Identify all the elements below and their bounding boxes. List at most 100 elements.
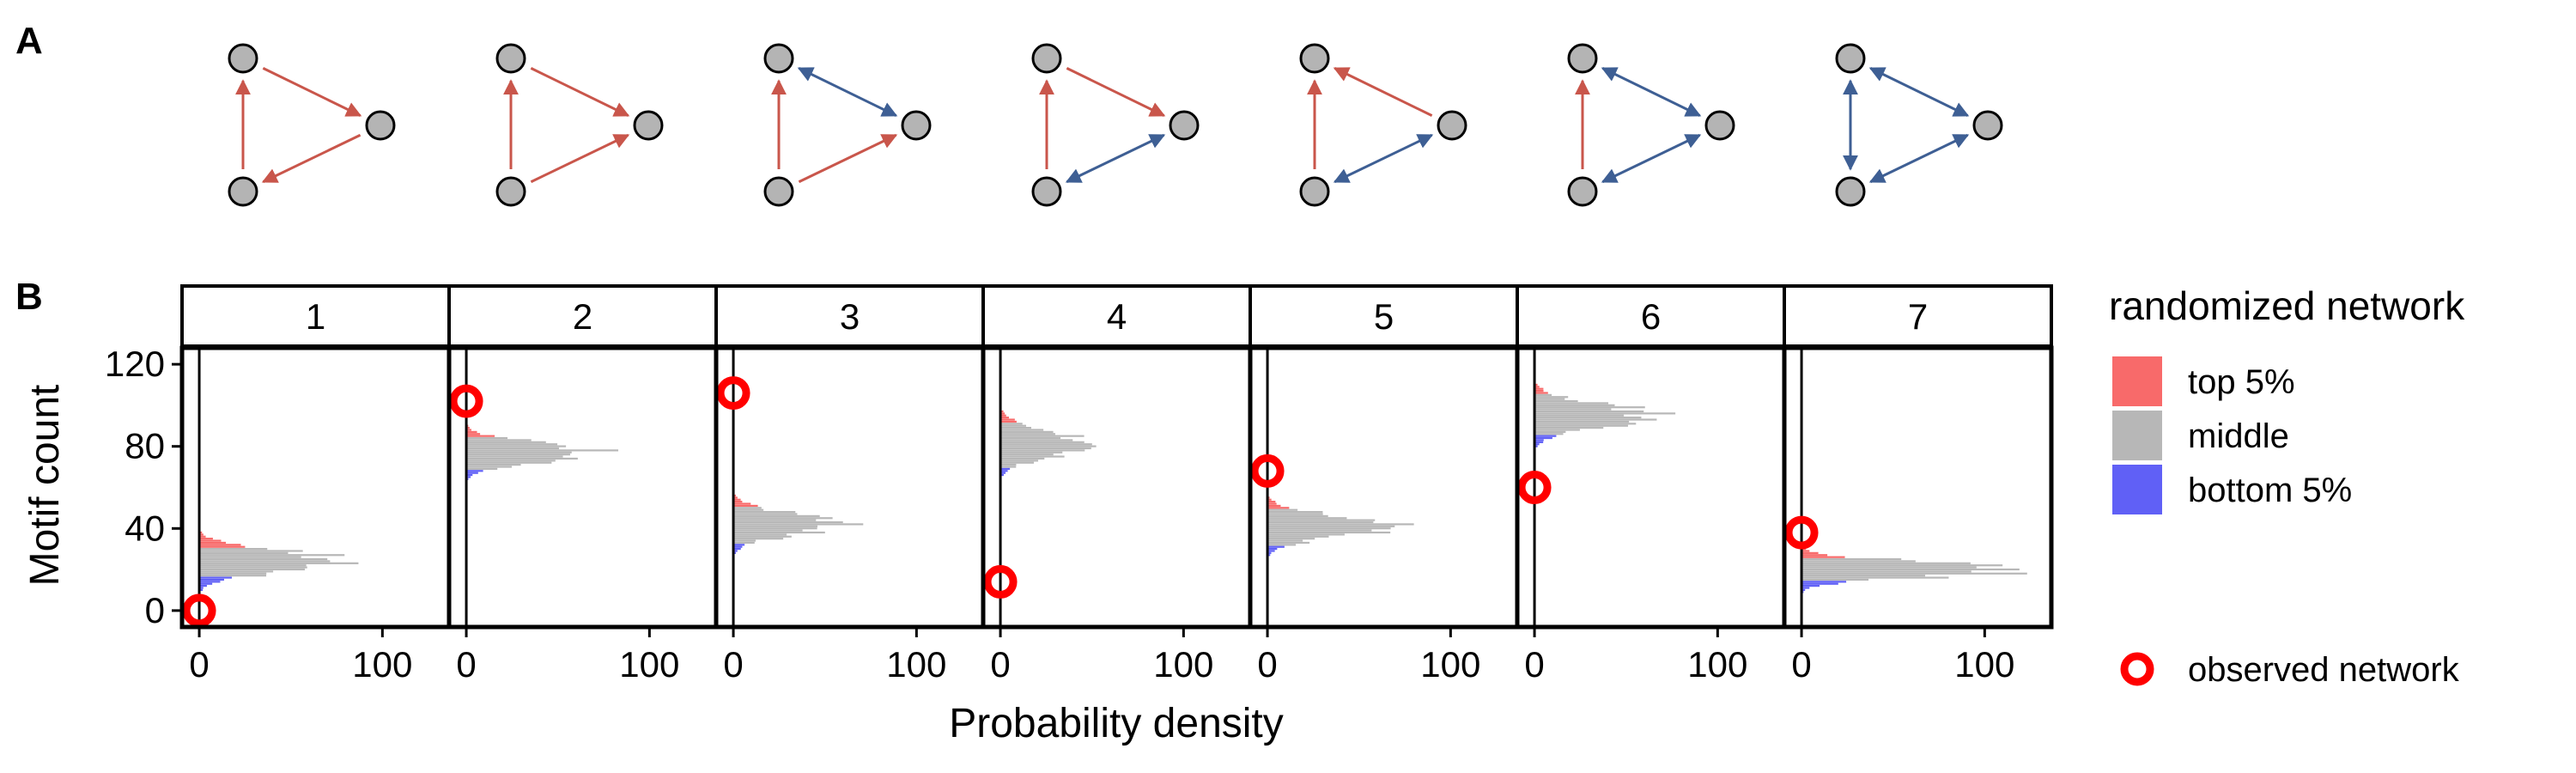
facet-5: 5 0 100 [1248,284,1520,685]
histogram-bar [199,587,204,589]
histogram-bar [1801,572,2027,575]
histogram-bar [1801,554,1828,557]
histogram-bar [466,436,508,440]
node [228,176,258,207]
histogram-bar [199,582,213,585]
histogram-bar [199,560,331,563]
histogram-bar [1267,507,1290,509]
histogram-bar [1534,399,1578,403]
histogram-bar [1267,527,1391,530]
histogram-bar [1534,433,1564,435]
motif-3 [763,43,932,207]
histogram-bar [733,550,738,552]
histogram-bar [1801,575,1926,577]
histogram-bar [1000,435,1084,437]
histogram-bar [1534,396,1569,399]
directed-edge [530,133,630,184]
histogram-bar [1267,539,1303,542]
node [1567,43,1598,74]
node [495,43,526,74]
histogram-bar [466,464,521,466]
motif-7 [1835,43,2003,207]
histogram-bar [1534,439,1544,441]
histogram-bar [199,535,206,538]
histogram-bar [466,461,552,464]
x-tick-label: 0 [189,644,209,685]
facet-frame [714,345,986,630]
histogram-bar [733,508,764,511]
histogram-bar [1267,498,1272,501]
x-tick-label: 0 [990,644,1010,685]
bidirectional-edge [1601,67,1702,117]
directed-edge [1066,67,1166,117]
facet-frame [981,345,1253,630]
histogram-bar [1801,557,1902,561]
histogram-bar [1801,566,1977,569]
histogram-bar [1000,430,1054,433]
facet-frame [1248,345,1520,630]
histogram-bar [1267,510,1323,514]
histogram-bar [199,578,224,581]
observed-marker [182,593,216,628]
histogram-bar [1000,412,1005,415]
histogram-bar [199,572,267,575]
histogram-bar [733,541,755,545]
observed-marker [1784,515,1819,550]
legend: randomized network top 5% middle bottom … [2109,283,2465,689]
histogram-bar [1000,423,1023,425]
histogram-bar [733,514,820,517]
histogram-bar [1534,410,1644,413]
histogram-bar [466,441,546,443]
x-tick-label: 0 [1257,644,1277,685]
histogram-bar [1000,473,1004,477]
histogram-bar [733,504,758,508]
legend-title: randomized network [2109,283,2465,328]
histogram-bar [466,453,570,456]
histogram-bar [733,538,784,540]
histogram-bar [1000,451,1063,453]
legend-swatch-middle [2112,411,2162,460]
histogram-bar [1000,453,1054,456]
histogram-bar [199,551,289,554]
histogram-bar [1801,582,1838,585]
y-tick-label: 120 [105,344,165,384]
node [1031,176,1062,207]
y-tick-label: 80 [125,426,165,466]
motif-4 [1031,43,1200,207]
panel-label-a: A [15,20,43,62]
y-tick-label: 0 [145,590,165,630]
histogram-bar [1000,461,1035,464]
histogram-bar [1000,455,1065,458]
facet-frame [179,345,452,630]
histogram-bar [199,547,268,551]
panel-label-b: B [15,276,43,318]
histogram-bar [1801,562,1971,564]
histogram-bar [733,539,756,542]
histogram-bar [1000,414,1006,417]
histogram-bar [1534,417,1642,419]
node [763,176,794,207]
histogram-bar [1000,447,1091,450]
motif-5 [1299,43,1467,207]
legend-label-observed: observed network [2188,651,2460,689]
facet-2: 2 0 100 [447,284,719,685]
histogram-bar [1534,424,1628,427]
histogram-bar [466,470,483,472]
node [1567,176,1598,207]
histogram-bar [1000,460,1039,462]
x-tick-label: 0 [1524,644,1544,685]
x-tick-label: 100 [619,644,679,685]
x-tick-label: 100 [886,644,946,685]
histogram-bar [1534,383,1538,386]
histogram-bar [1000,467,1011,470]
facet-6: 6 0 100 [1515,284,1787,685]
histogram-bar [1801,578,1869,581]
histogram-bar [1801,560,1916,563]
histogram-bar [1000,472,1005,474]
histogram-bar [733,529,803,532]
y-tick-label: 40 [125,508,165,548]
facet-7: 7 0 100 [1782,284,2054,685]
facet-1: 1 0 100 [179,284,452,685]
histogram-bar [1267,541,1310,545]
